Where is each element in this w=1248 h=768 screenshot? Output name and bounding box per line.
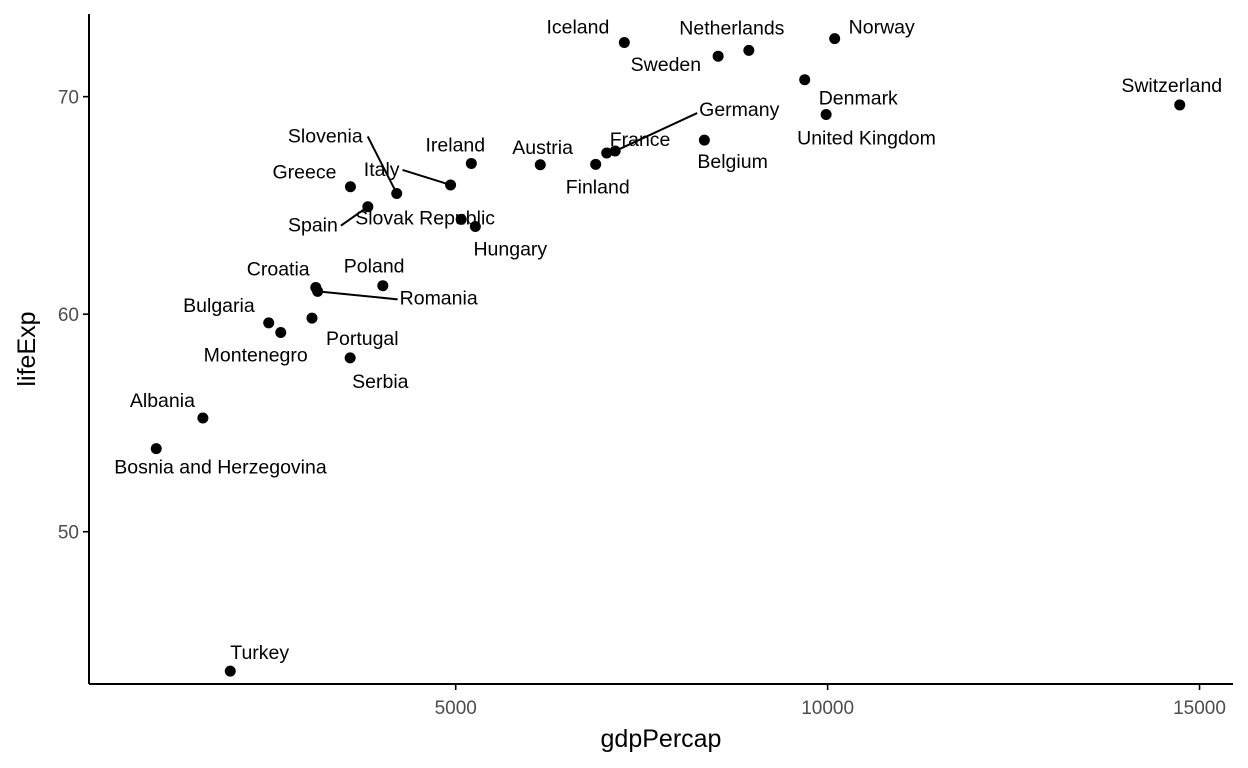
data-points bbox=[150, 33, 1186, 677]
point-montenegro bbox=[275, 326, 287, 338]
connector-germany bbox=[614, 112, 698, 152]
label-denmark: Denmark bbox=[819, 88, 898, 110]
label-ireland: Ireland bbox=[426, 134, 486, 156]
point-france bbox=[601, 147, 613, 159]
point-austria bbox=[534, 159, 546, 171]
point-spain bbox=[362, 201, 374, 213]
x-axis-ticks: 5000 10000 15000 bbox=[435, 684, 1226, 719]
point-germany bbox=[609, 145, 621, 157]
label-belgium: Belgium bbox=[697, 151, 767, 173]
x-tick-label: 15000 bbox=[1173, 698, 1226, 719]
x-axis-title: gdpPercap bbox=[601, 725, 722, 753]
point-switzerland bbox=[1174, 99, 1186, 111]
point-united-kingdom bbox=[820, 109, 832, 120]
point-norway bbox=[829, 33, 841, 45]
point-sweden bbox=[712, 50, 724, 62]
label-france: France bbox=[610, 129, 671, 151]
label-poland: Poland bbox=[344, 256, 405, 278]
point-labels: Iceland Netherlands Norway Sweden Denmark Swi… bbox=[114, 16, 1222, 664]
label-montenegro: Montenegro bbox=[204, 344, 308, 366]
label-sweden: Sweden bbox=[631, 54, 701, 76]
label-netherlands: Netherlands bbox=[679, 17, 784, 39]
label-albania: Albania bbox=[130, 390, 195, 412]
label-connector-lines bbox=[317, 112, 698, 301]
point-turkey bbox=[224, 665, 236, 677]
point-slovak-republic bbox=[455, 213, 467, 225]
label-bosnia-and-herzegovina: Bosnia and Herzegovina bbox=[114, 457, 327, 479]
label-portugal: Portugal bbox=[326, 328, 399, 350]
label-turkey: Turkey bbox=[230, 642, 289, 664]
point-bosnia-and-herzegovina bbox=[150, 443, 162, 455]
y-axis-ticks: 50 60 70 bbox=[58, 88, 89, 544]
label-hungary: Hungary bbox=[473, 239, 547, 261]
point-bulgaria bbox=[263, 317, 275, 329]
point-belgium bbox=[698, 134, 710, 146]
label-norway: Norway bbox=[849, 17, 915, 39]
label-greece: Greece bbox=[273, 162, 337, 184]
point-romania bbox=[312, 285, 324, 297]
point-slovenia bbox=[391, 187, 403, 199]
point-serbia bbox=[344, 352, 356, 364]
point-denmark bbox=[799, 74, 811, 86]
label-slovak-republic: Slovak Republic bbox=[355, 207, 495, 229]
label-switzerland: Switzerland bbox=[1121, 75, 1222, 97]
point-ireland bbox=[465, 157, 477, 169]
x-tick-label: 5000 bbox=[435, 698, 477, 719]
point-greece bbox=[344, 181, 356, 193]
label-bulgaria: Bulgaria bbox=[183, 295, 255, 317]
connector-spain bbox=[340, 205, 369, 227]
connector-slovenia bbox=[366, 136, 398, 194]
y-tick-label: 70 bbox=[58, 88, 79, 109]
point-finland bbox=[590, 158, 602, 170]
label-iceland: Iceland bbox=[546, 16, 609, 38]
label-spain: Spain bbox=[288, 215, 338, 237]
point-hungary bbox=[469, 221, 481, 233]
label-italy: Italy bbox=[364, 159, 400, 181]
label-slovenia: Slovenia bbox=[288, 125, 363, 147]
label-austria: Austria bbox=[512, 137, 573, 159]
point-poland bbox=[377, 280, 389, 292]
label-serbia: Serbia bbox=[352, 371, 409, 393]
label-germany: Germany bbox=[699, 99, 779, 121]
label-croatia: Croatia bbox=[247, 258, 310, 280]
y-tick-label: 60 bbox=[58, 305, 79, 326]
point-iceland bbox=[618, 36, 630, 48]
label-united-kingdom: United Kingdom bbox=[797, 128, 936, 150]
axes: 5000 10000 15000 50 60 70 bbox=[58, 14, 1233, 719]
point-portugal bbox=[306, 312, 318, 324]
y-axis-title: lifeExp bbox=[13, 311, 41, 386]
point-netherlands bbox=[743, 44, 755, 56]
point-italy bbox=[445, 179, 457, 191]
y-tick-label: 50 bbox=[58, 523, 79, 544]
connector-italy bbox=[402, 169, 451, 186]
connector-romania bbox=[317, 290, 398, 301]
x-tick-label: 10000 bbox=[801, 698, 854, 719]
point-albania bbox=[197, 412, 209, 424]
label-romania: Romania bbox=[400, 287, 478, 309]
label-finland: Finland bbox=[566, 176, 630, 198]
